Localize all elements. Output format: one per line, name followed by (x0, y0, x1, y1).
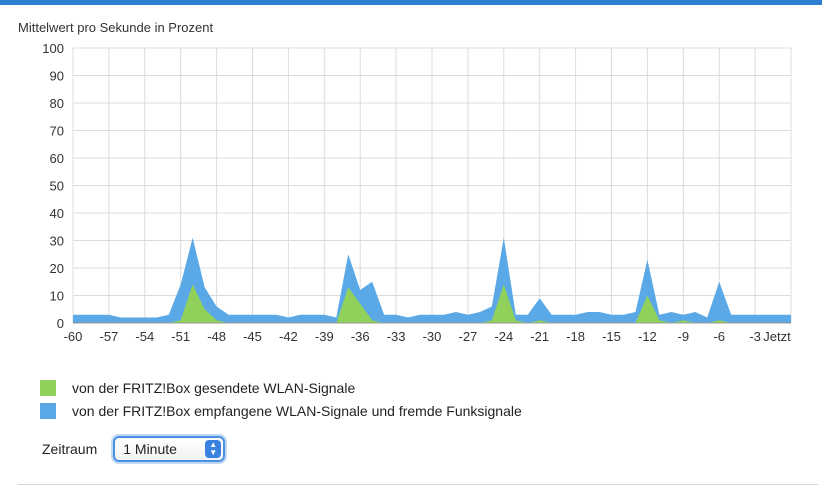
y-tick-label: 100 (42, 41, 64, 56)
y-tick-label: 80 (50, 96, 64, 111)
x-tick-label: -3 (749, 329, 761, 344)
legend-label-received: von der FRITZ!Box empfangene WLAN-Signal… (72, 402, 522, 419)
x-tick-label: -60 (64, 329, 83, 344)
x-tick-label: -6 (713, 329, 725, 344)
legend-swatch-received (40, 402, 56, 419)
y-tick-label: 0 (57, 316, 64, 331)
bottom-divider (18, 484, 818, 485)
x-tick-label: -57 (100, 329, 119, 344)
x-tick-label: -27 (459, 329, 478, 344)
x-tick-label: -15 (602, 329, 621, 344)
series-area-sent (73, 284, 791, 323)
y-tick-label: 70 (50, 124, 64, 139)
x-tick-label: -18 (566, 329, 585, 344)
x-tick-label: -51 (171, 329, 190, 344)
y-tick-label: 90 (50, 69, 64, 84)
legend: von der FRITZ!Box gesendete WLAN-Signale… (40, 376, 522, 422)
x-tick-label: -42 (279, 329, 298, 344)
zeitraum-select[interactable]: 1 Minute ▲ ▼ (113, 436, 226, 462)
legend-swatch-sent (40, 379, 56, 396)
legend-label-sent: von der FRITZ!Box gesendete WLAN-Signale (72, 379, 356, 396)
x-tick-label: -36 (351, 329, 370, 344)
y-tick-label: 10 (50, 289, 64, 304)
zeitraum-controls: Zeitraum 1 Minute ▲ ▼ (42, 436, 226, 462)
y-tick-label: 50 (50, 179, 64, 194)
x-tick-label: -48 (207, 329, 226, 344)
y-tick-label: 60 (50, 151, 64, 166)
select-arrows-icon: ▲ ▼ (205, 440, 222, 458)
x-tick-label: -30 (423, 329, 442, 344)
legend-item-received: von der FRITZ!Box empfangene WLAN-Signal… (40, 399, 522, 422)
zeitraum-label: Zeitraum (42, 441, 98, 457)
top-accent-bar (0, 0, 822, 5)
x-tick-label: Jetzt (763, 329, 791, 344)
y-tick-label: 30 (50, 234, 64, 249)
x-tick-label: -33 (387, 329, 406, 344)
x-tick-label: -12 (638, 329, 657, 344)
x-tick-label: -24 (494, 329, 513, 344)
x-tick-label: -45 (243, 329, 262, 344)
chart-title: Mittelwert pro Sekunde in Prozent (18, 20, 214, 35)
y-tick-label: 20 (50, 261, 64, 276)
series-area-received (73, 237, 791, 323)
x-tick-label: -54 (135, 329, 154, 344)
legend-item-sent: von der FRITZ!Box gesendete WLAN-Signale (40, 376, 522, 399)
y-tick-label: 40 (50, 206, 64, 221)
x-tick-label: -21 (530, 329, 549, 344)
zeitraum-select-value: 1 Minute (123, 441, 177, 457)
x-tick-label: -9 (678, 329, 690, 344)
x-tick-label: -39 (315, 329, 334, 344)
